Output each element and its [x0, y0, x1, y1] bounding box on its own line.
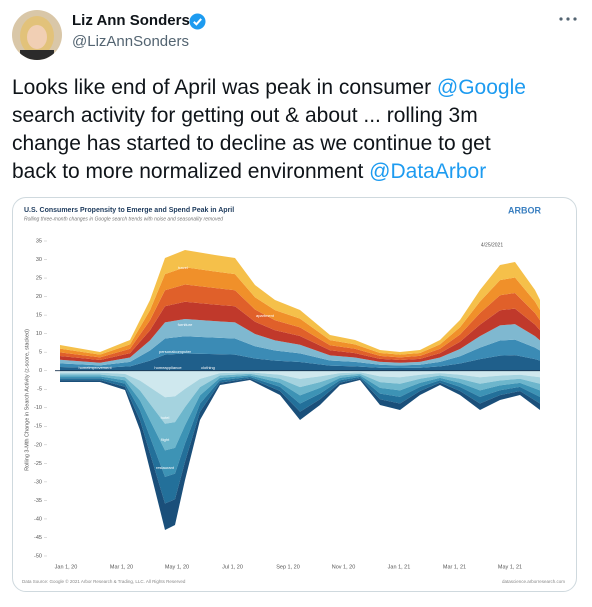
y-tick-label: 10 [36, 331, 42, 337]
text-line: back to more normalized environment @Dat… [12, 158, 526, 186]
stream-label: personalcomputer [159, 349, 192, 354]
y-tick-label: -50 [34, 553, 42, 559]
y-tick-label: 20 [36, 294, 42, 300]
stream-layer [60, 373, 540, 451]
stream-layer [60, 378, 540, 530]
stream-layer [60, 372, 540, 424]
y-tick-label: 15 [36, 313, 42, 319]
chart-title: U.S. Consumers Propensity to Emerge and … [24, 207, 234, 214]
y-tick-label: -10 [34, 405, 42, 411]
x-tick-label: May 1, 20 [165, 564, 189, 570]
x-tick-label: Jan 1, 20 [55, 564, 78, 570]
text-segment: back to more normalized environment [12, 160, 370, 183]
stream-label: homeappliance [154, 365, 182, 370]
verified-badge [189, 13, 206, 30]
stream-layer [60, 375, 540, 477]
text-line: Looks like end of April was peak in cons… [12, 74, 526, 102]
stream-label: hotel [161, 415, 170, 420]
annotation: 4/25/2021 [481, 242, 503, 248]
x-tick-label: Jan 1, 21 [388, 564, 411, 570]
avatar[interactable] [12, 10, 62, 60]
text-line: change has started to decline as we cont… [12, 130, 526, 158]
y-tick-label: 30 [36, 257, 42, 263]
y-tick-label: 0 [39, 368, 42, 374]
mention[interactable]: @DataArbor [369, 160, 487, 183]
tweet-text: Looks like end of April was peak in cons… [12, 74, 526, 186]
y-tick-label: 25 [36, 276, 42, 282]
y-axis-label: Rolling 3-Mth Change in Search Activity … [24, 329, 30, 471]
stream-layer [60, 370, 540, 398]
media-card[interactable]: 35 30 25 20 15 10 5 0 -5 -10 -15 -20 -25 -30 -35 -40 -45… [12, 197, 577, 592]
y-tick-label: -20 [34, 442, 42, 448]
y-tick-label: -35 [34, 498, 42, 504]
x-tick-label: May 1, 21 [498, 564, 522, 570]
source: Data Source: Google © 2021 Arbor Researc… [22, 578, 186, 584]
y-tick-label: -40 [34, 516, 42, 522]
x-tick-label: Jul 1, 20 [222, 564, 243, 570]
stream-layer [60, 318, 540, 366]
site: datascience.arborresearch.com [502, 579, 565, 584]
stream-layer [60, 376, 540, 504]
stream-layer [60, 301, 540, 363]
text-segment: Looks like end of April was peak in cons… [12, 76, 437, 99]
stream-layer [60, 336, 540, 369]
stream-label: clothing [201, 365, 215, 370]
text-segment: change has started to decline as we cont… [12, 132, 491, 155]
chart-subtitle: Rolling three-month changes in Google se… [24, 216, 223, 222]
x-tick-label: Mar 1, 21 [443, 564, 466, 570]
stream-label: restaurant [156, 465, 175, 470]
logo: ARBOR [508, 205, 541, 215]
y-tick-label: -15 [34, 424, 42, 430]
more-menu[interactable] [558, 14, 578, 24]
text-line: search activity for getting out & about … [12, 102, 526, 130]
y-tick-label: 35 [36, 238, 42, 244]
x-tick-label: Sep 1, 20 [276, 564, 300, 570]
y-tick-label: -25 [34, 461, 42, 467]
stream-label: flight [161, 437, 170, 442]
y-tick-label: -5 [37, 387, 42, 393]
stream-label: travel [178, 265, 188, 270]
x-tick-label: Mar 1, 20 [110, 564, 133, 570]
text-segment: search activity for getting out & about … [12, 104, 478, 127]
author-name[interactable]: Liz Ann Sonders [72, 12, 190, 29]
stream-label: apartment [256, 313, 275, 318]
stream-layer [60, 353, 540, 371]
y-tick-label: -45 [34, 535, 42, 541]
stream-label: homeimprovement [78, 365, 112, 370]
stream-label: furniture [178, 322, 193, 327]
author-handle[interactable]: @LizAnnSonders [72, 33, 189, 50]
chart-image: 35 30 25 20 15 10 5 0 -5 -10 -15 -20 -25 -30 -35 -40 -45… [22, 205, 565, 584]
x-tick-label: Nov 1, 20 [332, 564, 356, 570]
y-tick-label: 5 [39, 350, 42, 356]
y-tick-label: -30 [34, 479, 42, 485]
mention[interactable]: @Google [436, 76, 526, 99]
